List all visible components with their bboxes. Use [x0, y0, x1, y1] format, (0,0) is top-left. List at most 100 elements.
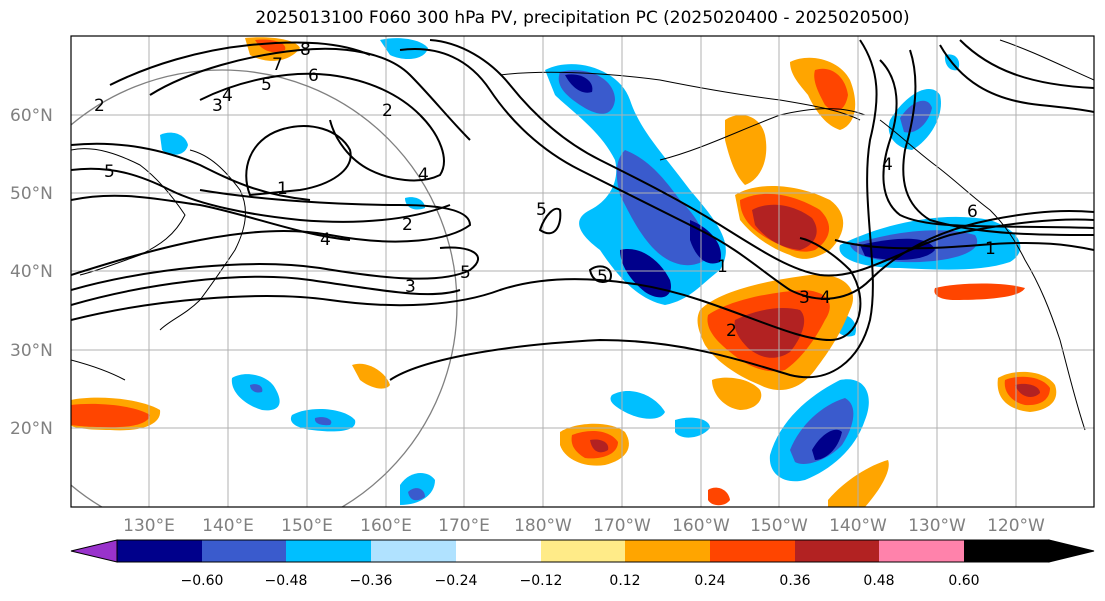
contour-label: 7 [272, 55, 283, 75]
positive-anomaly-region [590, 439, 609, 453]
pv-contours [71, 39, 1094, 381]
positive-anomaly-region [1015, 383, 1040, 397]
reference-circle [71, 69, 458, 507]
colorbar-extend-high [1048, 539, 1095, 563]
colorbar-segment [541, 540, 625, 562]
contour-label: 5 [597, 267, 608, 287]
colorbar-tick-label: 0.12 [609, 573, 640, 589]
lon-label: 140°E [202, 516, 254, 536]
contour-label: 4 [820, 288, 831, 308]
colorbar-tick-label: −0.12 [520, 573, 563, 589]
longitude-labels: 130°E 140°E 150°E 160°E 170°E 180°W 170°… [123, 516, 1045, 536]
contour-label: 6 [308, 66, 319, 86]
negative-anomaly-region [231, 374, 280, 411]
lon-label: 150°W [750, 516, 808, 536]
negative-anomaly-region [160, 132, 188, 155]
contour-label: 5 [104, 162, 115, 182]
contour-label: 3 [405, 277, 416, 297]
negative-anomaly-region [812, 429, 842, 460]
contour-labels: 8 7 6 5 4 3 2 5 1 4 2 5 4 2 3 5 5 1 3 4 … [94, 40, 996, 341]
colorbar-tick-labels: −0.60 −0.48 −0.36 −0.24 −0.12 0.12 0.24 … [181, 573, 980, 589]
lat-label: 30°N [10, 341, 53, 361]
positive-anomaly-region [712, 377, 762, 410]
colorbar-segment [202, 540, 286, 562]
positive-anomaly-region [734, 308, 805, 358]
contour-label: 4 [320, 230, 331, 250]
lon-label: 160°E [360, 516, 412, 536]
negative-anomaly-region [380, 38, 428, 60]
positive-anomaly-region [814, 68, 848, 111]
colorbar-segment [286, 540, 371, 562]
colorbar-extend-low [70, 539, 118, 563]
lon-label: 180°W [514, 516, 572, 536]
contour-label: 1 [277, 179, 288, 199]
contour-label: 4 [418, 165, 429, 185]
contour-label: 1 [717, 257, 728, 277]
contour-label: 6 [967, 202, 978, 222]
negative-anomaly-region [565, 74, 593, 93]
negative-anomaly-region [610, 391, 665, 419]
gridlines [71, 36, 1094, 507]
colorbar: −0.60 −0.48 −0.36 −0.24 −0.12 0.12 0.24 … [70, 539, 1095, 589]
negative-anomaly-region [860, 238, 935, 260]
contour-label: 5 [261, 75, 272, 95]
colorbar-segment [964, 540, 1049, 562]
contour-label: 1 [985, 239, 996, 259]
lon-label: 140°W [829, 516, 887, 536]
positive-anomaly-region [934, 283, 1025, 300]
colorbar-tick-label: −0.36 [350, 573, 393, 589]
colorbar-tick-label: −0.60 [181, 573, 224, 589]
colorbar-segment [117, 540, 202, 562]
colorbar-tick-label: 0.24 [694, 573, 725, 589]
lon-label: 160°W [672, 516, 730, 536]
map-title: 2025013100 F060 300 hPa PV, precipitatio… [255, 8, 910, 28]
map-content: 8 7 6 5 4 3 2 5 1 4 2 5 4 2 3 5 5 1 3 4 … [71, 36, 1094, 507]
colorbar-tick-label: 0.36 [779, 573, 810, 589]
colorbar-segment [710, 540, 795, 562]
positive-anomaly-region [708, 487, 730, 506]
negative-anomaly-region [314, 417, 332, 426]
negative-anomaly-region [408, 488, 425, 501]
contour-label: 3 [212, 96, 223, 116]
lat-label: 50°N [10, 184, 53, 204]
negative-anomaly-region [900, 100, 932, 133]
colorbar-segment [879, 540, 964, 562]
positive-anomaly-region [725, 115, 767, 185]
lat-label: 20°N [10, 419, 53, 439]
contour-label: 5 [536, 200, 547, 220]
colorbar-segment [371, 540, 456, 562]
contour-label: 8 [300, 40, 311, 60]
contour-label: 2 [402, 215, 413, 235]
lon-label: 130°E [123, 516, 175, 536]
negative-anomaly-region [620, 249, 671, 298]
contour-label: 2 [726, 321, 737, 341]
colorbar-segment [456, 540, 541, 562]
colorbar-tick-label: −0.24 [435, 573, 478, 589]
positive-anomaly-region [352, 363, 390, 389]
contour-label: 2 [382, 101, 393, 121]
colorbar-tick-label: −0.48 [265, 573, 308, 589]
lon-label: 170°W [593, 516, 651, 536]
lon-label: 130°W [908, 516, 966, 536]
lon-label: 170°E [438, 516, 490, 536]
contour-label: 5 [460, 263, 471, 283]
lat-label: 60°N [10, 106, 53, 126]
colorbar-segment [625, 540, 710, 562]
lat-label: 40°N [10, 262, 53, 282]
latitude-labels: 60°N 50°N 40°N 30°N 20°N [10, 106, 53, 439]
negative-anomaly-region [790, 398, 854, 465]
colorbar-tick-label: 0.60 [948, 573, 979, 589]
negative-anomaly-region [690, 220, 721, 264]
lon-label: 150°E [281, 516, 333, 536]
colorbar-tick-label: 0.48 [863, 573, 894, 589]
contour-label: 4 [222, 86, 233, 106]
colorbar-segment [795, 540, 879, 562]
contour-label: 4 [882, 155, 893, 175]
negative-anomaly-region [250, 384, 263, 393]
lon-label: 120°W [987, 516, 1045, 536]
contour-label: 3 [799, 288, 810, 308]
positive-anomaly-region [71, 403, 150, 428]
map-frame [70, 35, 1095, 508]
contour-label: 2 [94, 96, 105, 116]
